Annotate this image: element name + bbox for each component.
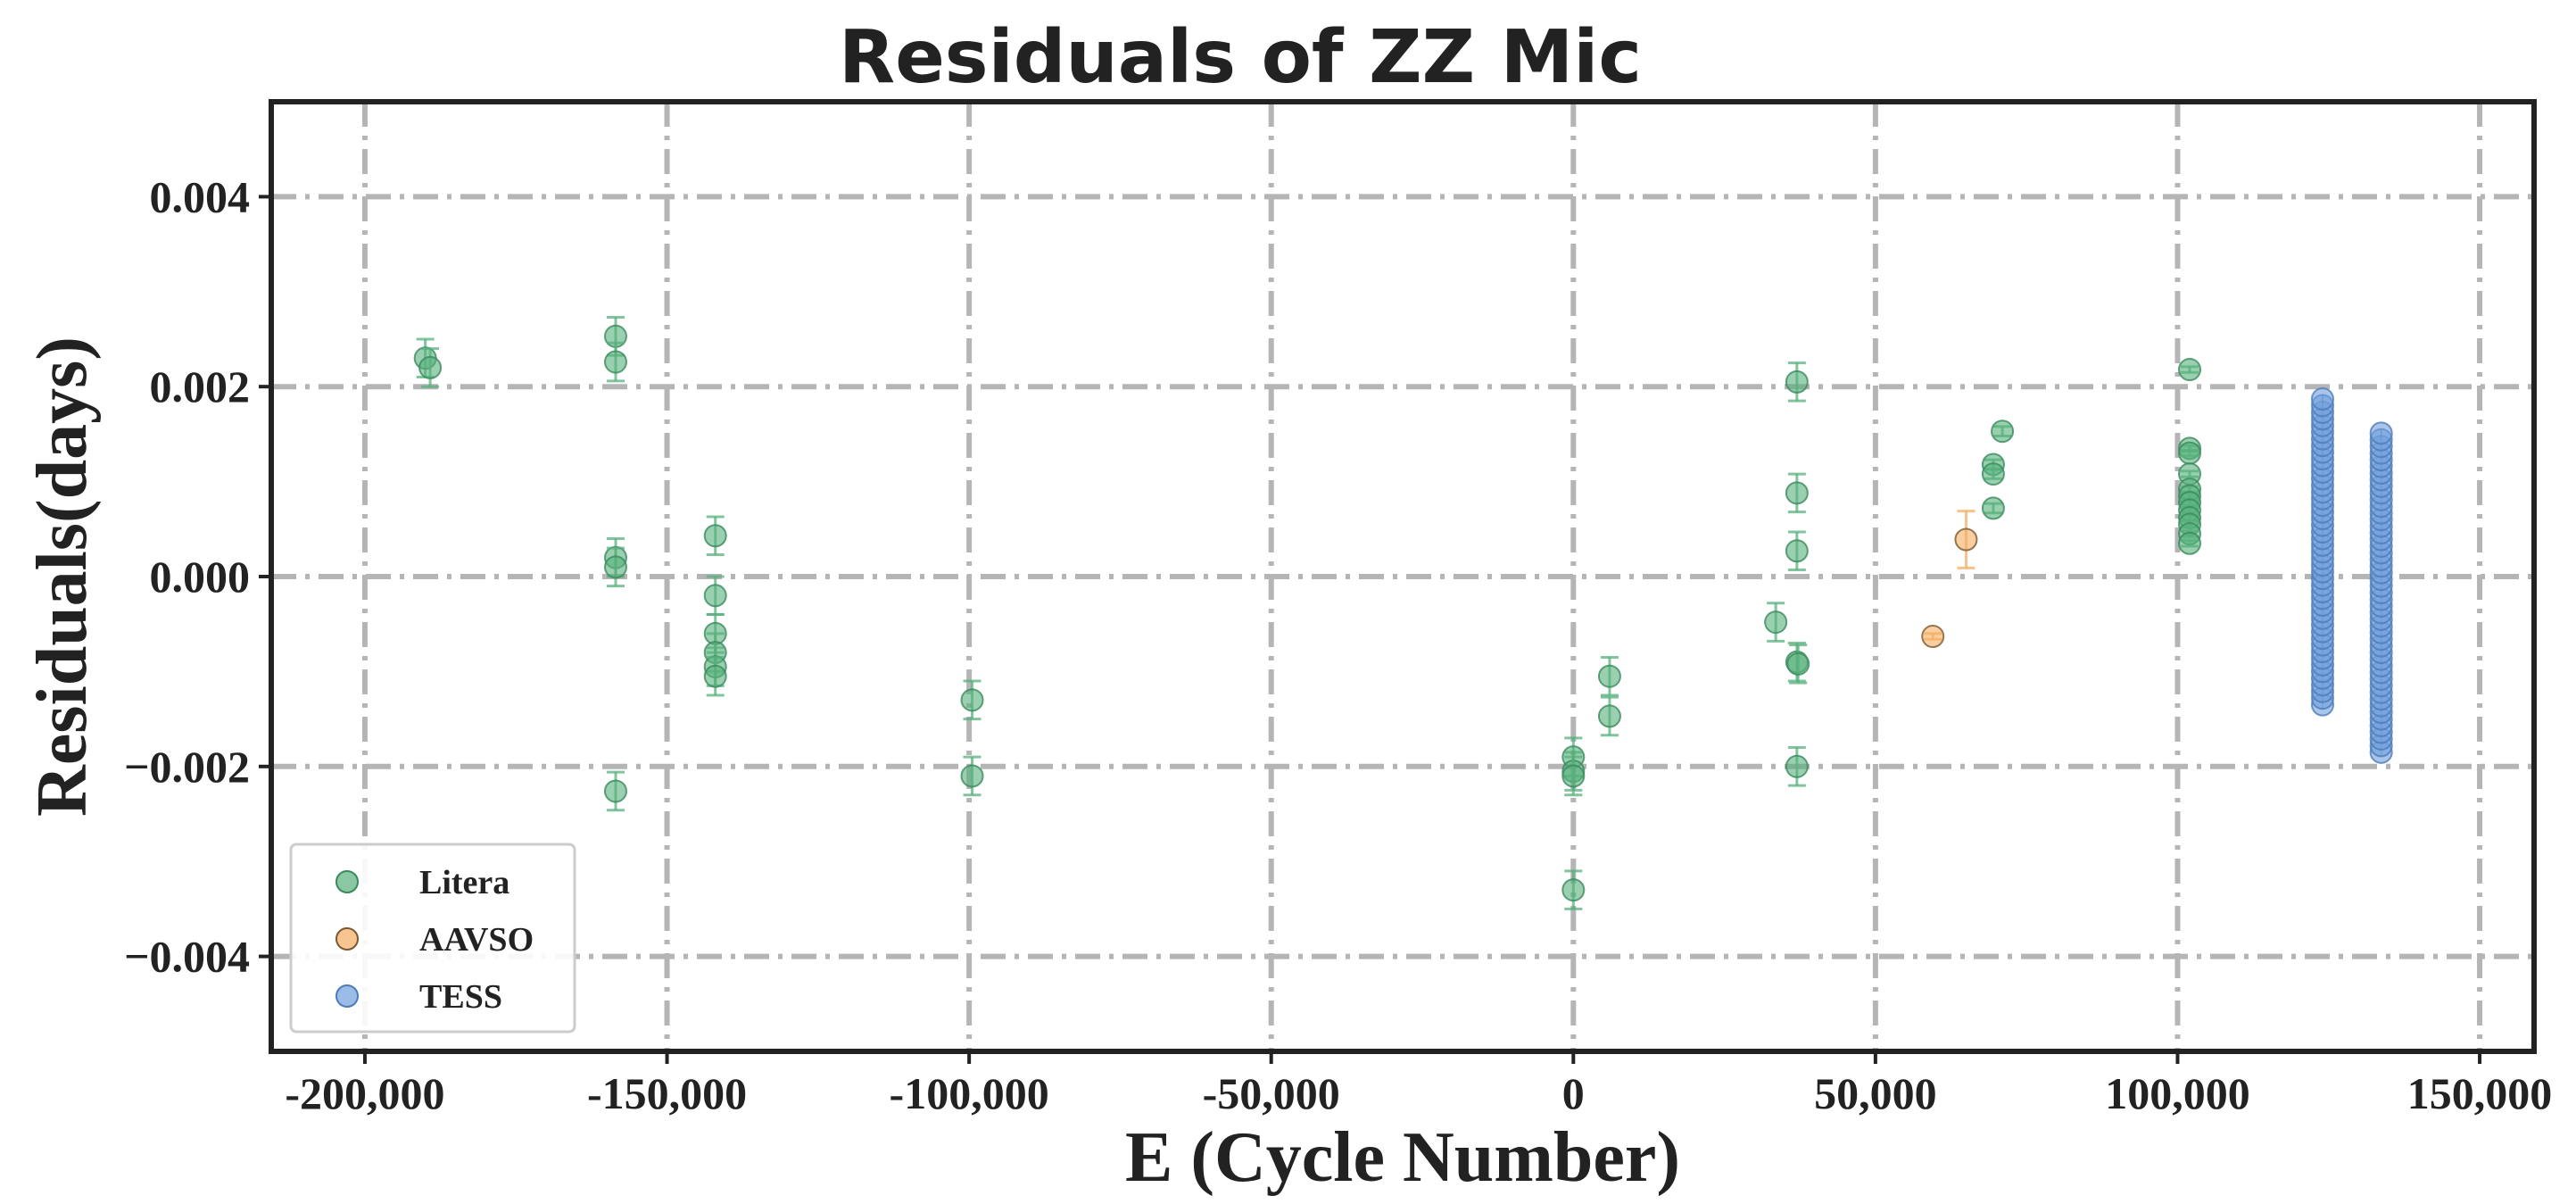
tess-point [2310, 387, 2334, 411]
aavso-point [1921, 625, 1945, 649]
y-tick-label: 0.004 [150, 171, 251, 221]
litera-point [1785, 481, 1809, 505]
litera-point [418, 355, 443, 379]
grid-lines [271, 102, 2534, 1051]
y-tick-label: −0.002 [124, 742, 250, 792]
litera-point [1561, 878, 1586, 902]
legend-marker-tess [335, 984, 359, 1008]
x-tick-label: -200,000 [285, 1068, 444, 1118]
litera-point [2178, 441, 2202, 465]
chart-title: Residuals of ZZ Mic [839, 15, 1642, 100]
litera-point [960, 688, 984, 712]
x-tick-label: -50,000 [1203, 1068, 1340, 1118]
legend-label-aavso: AAVSO [419, 921, 534, 959]
litera-point [1785, 754, 1809, 778]
litera-point [1764, 610, 1788, 635]
x-tick-label: 100,000 [2105, 1068, 2250, 1118]
litera-point [703, 584, 727, 608]
litera-point [703, 524, 727, 548]
y-tick-label: 0.002 [150, 361, 251, 411]
legend-label-litera: Litera [419, 864, 509, 901]
litera-point [2178, 531, 2202, 555]
legend-marker-aavso [335, 927, 359, 951]
litera-point [1785, 370, 1809, 394]
litera-point [1991, 419, 2015, 444]
litera-point [703, 664, 727, 688]
litera-point [1597, 704, 1621, 728]
litera-point [1981, 496, 2005, 520]
litera-point [603, 350, 627, 374]
aavso-point [1954, 527, 1978, 552]
y-tick-label: −0.004 [124, 932, 250, 982]
litera-point [1785, 539, 1809, 563]
litera-point [1597, 664, 1621, 688]
legend: Litera AAVSO TESS [289, 843, 576, 1034]
x-axis-label: E (Cycle Number) [1125, 1118, 1680, 1197]
axis-ticks: -200,000 -150,000 -100,000 -50,000 0 50,000 10… [124, 171, 2552, 1118]
litera-point [1786, 652, 1810, 676]
litera-point [2178, 358, 2202, 382]
x-tick-label: 50,000 [1814, 1068, 1937, 1118]
x-tick-label: 0 [1562, 1068, 1585, 1118]
legend-label-tess: TESS [419, 978, 502, 1016]
litera-point [960, 764, 984, 788]
x-tick-label: -100,000 [890, 1068, 1049, 1118]
y-tick-label: 0.000 [150, 552, 251, 602]
litera-point [603, 555, 627, 579]
x-tick-label: 150,000 [2407, 1068, 2553, 1118]
litera-point [1561, 764, 1586, 788]
x-tick-label: -150,000 [587, 1068, 747, 1118]
y-axis-label: Residuals(days) [23, 336, 102, 817]
litera-point [1981, 462, 2005, 486]
legend-box [289, 843, 576, 1034]
tess-point [2369, 421, 2393, 445]
data-points [413, 316, 2393, 910]
legend-marker-litera [335, 870, 359, 893]
litera-point [603, 779, 627, 803]
